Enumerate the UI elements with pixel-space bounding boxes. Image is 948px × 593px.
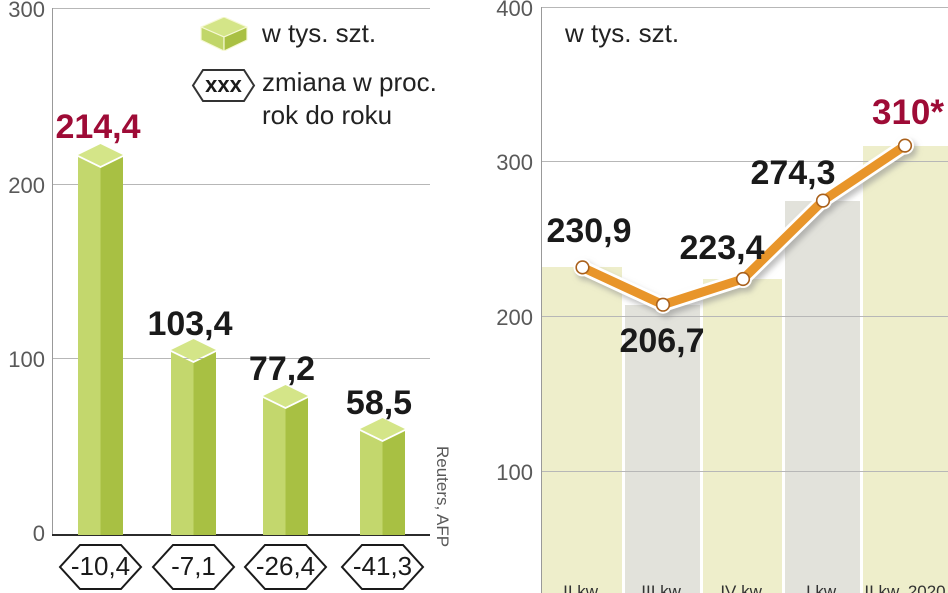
svg-text:-41,3: -41,3 bbox=[353, 551, 412, 581]
svg-text:-10,4: -10,4 bbox=[71, 551, 130, 581]
svg-text:-7,1: -7,1 bbox=[171, 551, 216, 581]
svg-text:-26,4: -26,4 bbox=[256, 551, 315, 581]
svg-text:xxx: xxx bbox=[205, 72, 242, 97]
